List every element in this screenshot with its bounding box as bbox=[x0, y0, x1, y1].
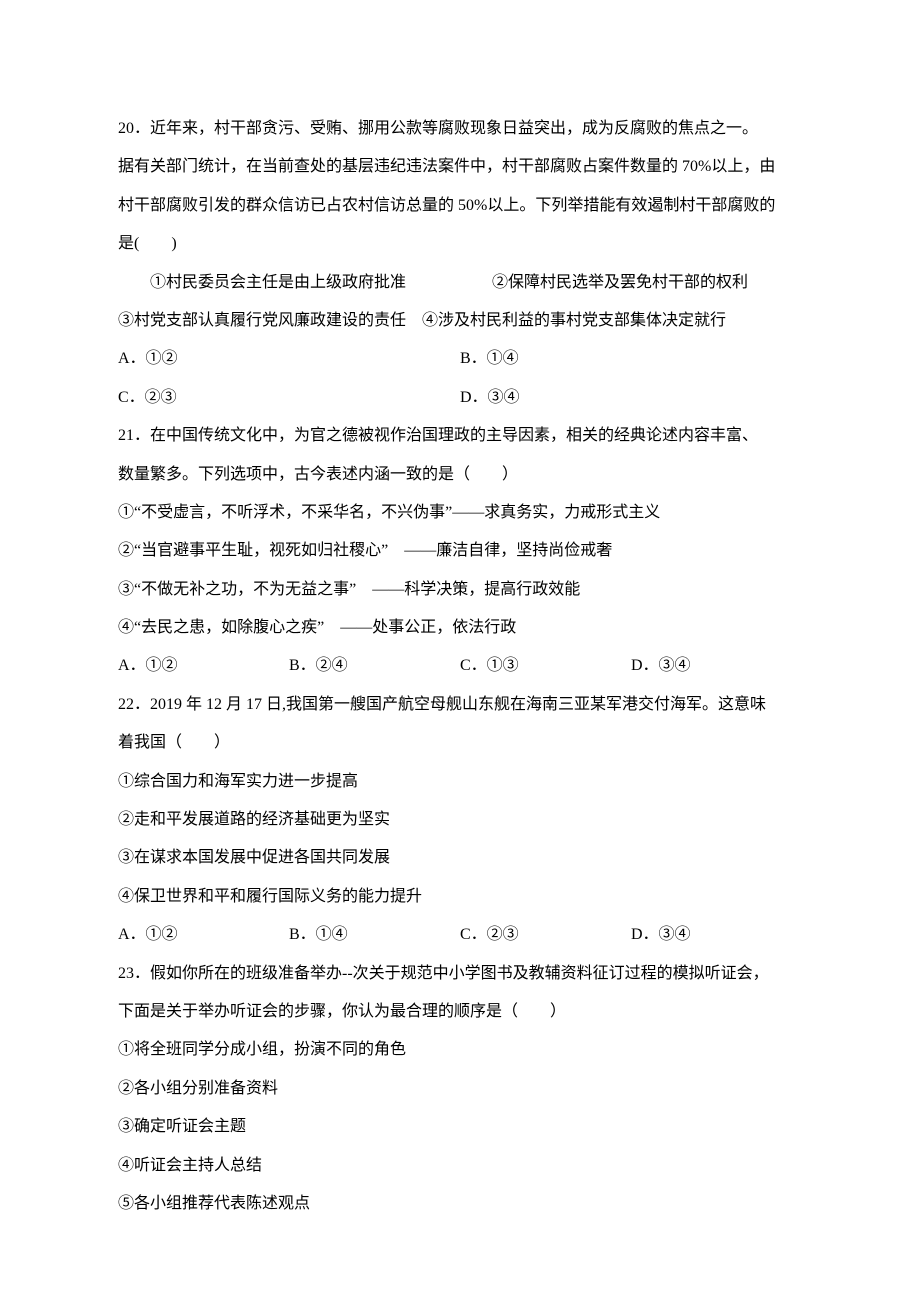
q21-option-d: D．③④ bbox=[631, 647, 802, 685]
q22-stem-line2: 着我国（ ） bbox=[118, 724, 802, 762]
q22-circled-1: ①综合国力和海军实力进一步提高 bbox=[118, 763, 802, 801]
q21-options-row: A．①② B．②④ C．①③ D．③④ bbox=[118, 647, 802, 685]
q20-stem-line4: 是( ) bbox=[118, 225, 802, 263]
q20-stem-line3: 村干部腐败引发的群众信访已占农村信访总量的 50%以上。下列举措能有效遏制村干部… bbox=[118, 187, 802, 225]
q20-option-b: B．①④ bbox=[460, 340, 802, 378]
q21-circled-2: ②“当官避事平生耻，视死如归社稷心” ——廉洁自律，坚持尚俭戒奢 bbox=[118, 532, 802, 570]
q21-option-c: C．①③ bbox=[460, 647, 631, 685]
q21-stem-line2: 数量繁多。下列选项中，古今表述内涵一致的是（ ） bbox=[118, 456, 802, 494]
q20-options-row2: C．②③ D．③④ bbox=[118, 379, 802, 417]
q20-circled-row1: ①村民委员会主任是由上级政府批准 ②保障村民选举及罢免村干部的权利 bbox=[118, 264, 802, 302]
q20-stem-line2: 据有关部门统计，在当前查处的基层违纪违法案件中，村干部腐败占案件数量的 70%以… bbox=[118, 148, 802, 186]
q23-circled-4: ④听证会主持人总结 bbox=[118, 1147, 802, 1185]
q23-circled-5: ⑤各小组推荐代表陈述观点 bbox=[118, 1185, 802, 1223]
q21-circled-4: ④“去民之患，如除腹心之疾” ——处事公正，依法行政 bbox=[118, 609, 802, 647]
q23-circled-3: ③确定听证会主题 bbox=[118, 1108, 802, 1146]
q21-circled-3: ③“不做无补之功，不为无益之事” ——科学决策，提高行政效能 bbox=[118, 571, 802, 609]
q20-circled-row2: ③村党支部认真履行党风廉政建设的责任 ④涉及村民利益的事村党支部集体决定就行 bbox=[118, 302, 802, 340]
q21-option-a: A．①② bbox=[118, 647, 289, 685]
q22-option-b: B．①④ bbox=[289, 916, 460, 954]
q20-circled-1: ①村民委员会主任是由上级政府批准 bbox=[118, 264, 460, 302]
q22-circled-2: ②走和平发展道路的经济基础更为坚实 bbox=[118, 801, 802, 839]
q23-circled-2: ②各小组分别准备资料 bbox=[118, 1070, 802, 1108]
q21-circled-1: ①“不受虚言，不听浮术，不采华名，不兴伪事”——求真务实，力戒形式主义 bbox=[118, 494, 802, 532]
q22-option-a: A．①② bbox=[118, 916, 289, 954]
q20-circled-2: ②保障村民选举及罢免村干部的权利 bbox=[460, 264, 802, 302]
q23-stem-line2: 下面是关于举办听证会的步骤，你认为最合理的顺序是（ ） bbox=[118, 993, 802, 1031]
q22-options-row: A．①② B．①④ C．②③ D．③④ bbox=[118, 916, 802, 954]
q21-option-b: B．②④ bbox=[289, 647, 460, 685]
q22-option-d: D．③④ bbox=[631, 916, 802, 954]
q22-stem-line1: 22．2019 年 12 月 17 日,我国第一艘国产航空母舰山东舰在海南三亚某… bbox=[118, 686, 802, 724]
q20-option-c: C．②③ bbox=[118, 379, 460, 417]
q23-stem-line1: 23．假如你所在的班级准备举办--次关于规范中小学图书及教辅资料征订过程的模拟听… bbox=[118, 955, 802, 993]
q20-option-a: A．①② bbox=[118, 340, 460, 378]
q20-stem-line1: 20．近年来，村干部贪污、受贿、挪用公款等腐败现象日益突出，成为反腐败的焦点之一… bbox=[118, 110, 802, 148]
q22-circled-3: ③在谋求本国发展中促进各国共同发展 bbox=[118, 839, 802, 877]
q22-option-c: C．②③ bbox=[460, 916, 631, 954]
q20-options-row1: A．①② B．①④ bbox=[118, 340, 802, 378]
q22-circled-4: ④保卫世界和平和履行国际义务的能力提升 bbox=[118, 878, 802, 916]
q23-circled-1: ①将全班同学分成小组，扮演不同的角色 bbox=[118, 1031, 802, 1069]
q20-option-d: D．③④ bbox=[460, 379, 802, 417]
q21-stem-line1: 21．在中国传统文化中，为官之德被视作治国理政的主导因素，相关的经典论述内容丰富… bbox=[118, 417, 802, 455]
document-page: 20．近年来，村干部贪污、受贿、挪用公款等腐败现象日益突出，成为反腐败的焦点之一… bbox=[0, 0, 920, 1302]
